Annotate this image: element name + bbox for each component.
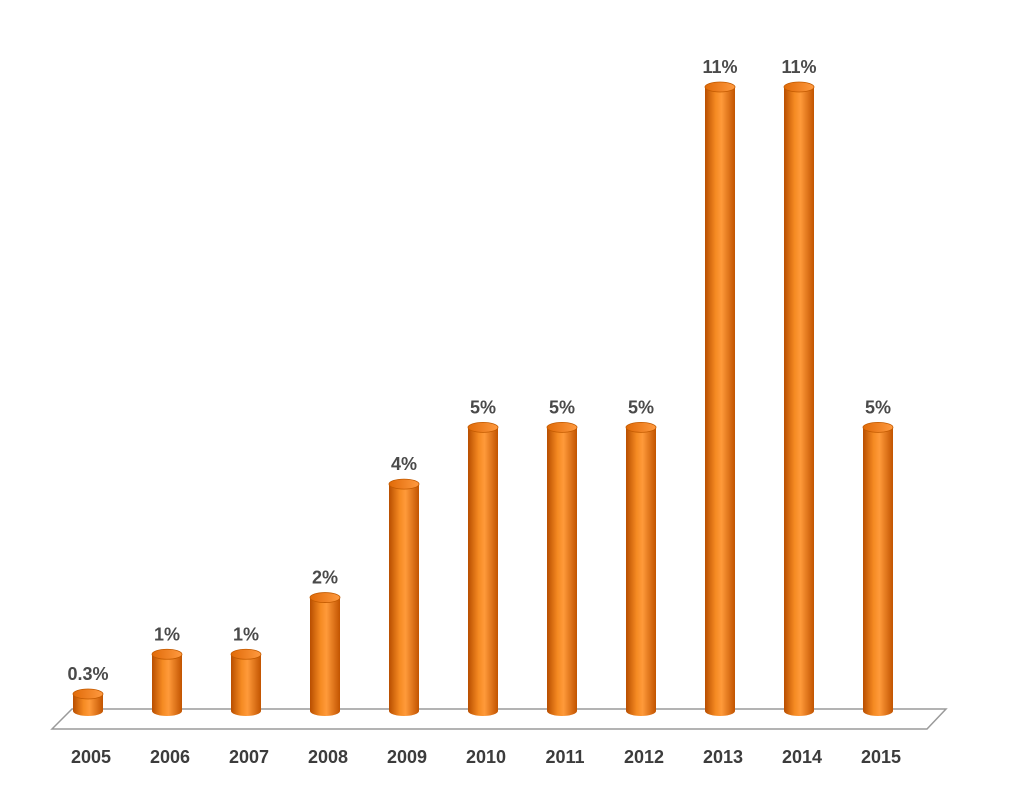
x-tick-2010: 2010: [466, 747, 506, 767]
data-label-2006: 1%: [154, 624, 180, 644]
data-label-2014: 11%: [781, 57, 816, 77]
bar-2012: [625, 421, 657, 716]
x-tick-2007: 2007: [229, 747, 269, 767]
bar-2014: [783, 81, 815, 716]
data-label-2015: 5%: [865, 397, 891, 417]
data-label-2009: 4%: [391, 454, 417, 474]
bar-2007: [230, 648, 262, 716]
data-label-2013: 11%: [702, 57, 737, 77]
bar-2010: [467, 421, 499, 716]
x-tick-2012: 2012: [624, 747, 664, 767]
x-tick-2014: 2014: [782, 747, 822, 767]
data-label-2012: 5%: [628, 397, 654, 417]
x-tick-2005: 2005: [71, 747, 111, 767]
x-tick-2011: 2011: [545, 747, 584, 767]
x-tick-2013: 2013: [703, 747, 743, 767]
data-label-2010: 5%: [470, 397, 496, 417]
bar-2013: [704, 81, 736, 716]
bar-2008: [309, 592, 341, 716]
data-label-2007: 1%: [233, 624, 259, 644]
data-label-2005: 0.3%: [67, 664, 108, 684]
x-tick-2009: 2009: [387, 747, 427, 767]
data-label-2011: 5%: [549, 397, 575, 417]
bar-2009: [388, 478, 420, 716]
data-label-2008: 2%: [312, 568, 338, 588]
x-tick-2015: 2015: [861, 747, 901, 767]
bar-2005: [72, 688, 104, 716]
bar-2011: [546, 421, 578, 716]
x-tick-2008: 2008: [308, 747, 348, 767]
bar-2015: [862, 421, 894, 716]
bar-2006: [151, 648, 183, 716]
x-tick-2006: 2006: [150, 747, 190, 767]
